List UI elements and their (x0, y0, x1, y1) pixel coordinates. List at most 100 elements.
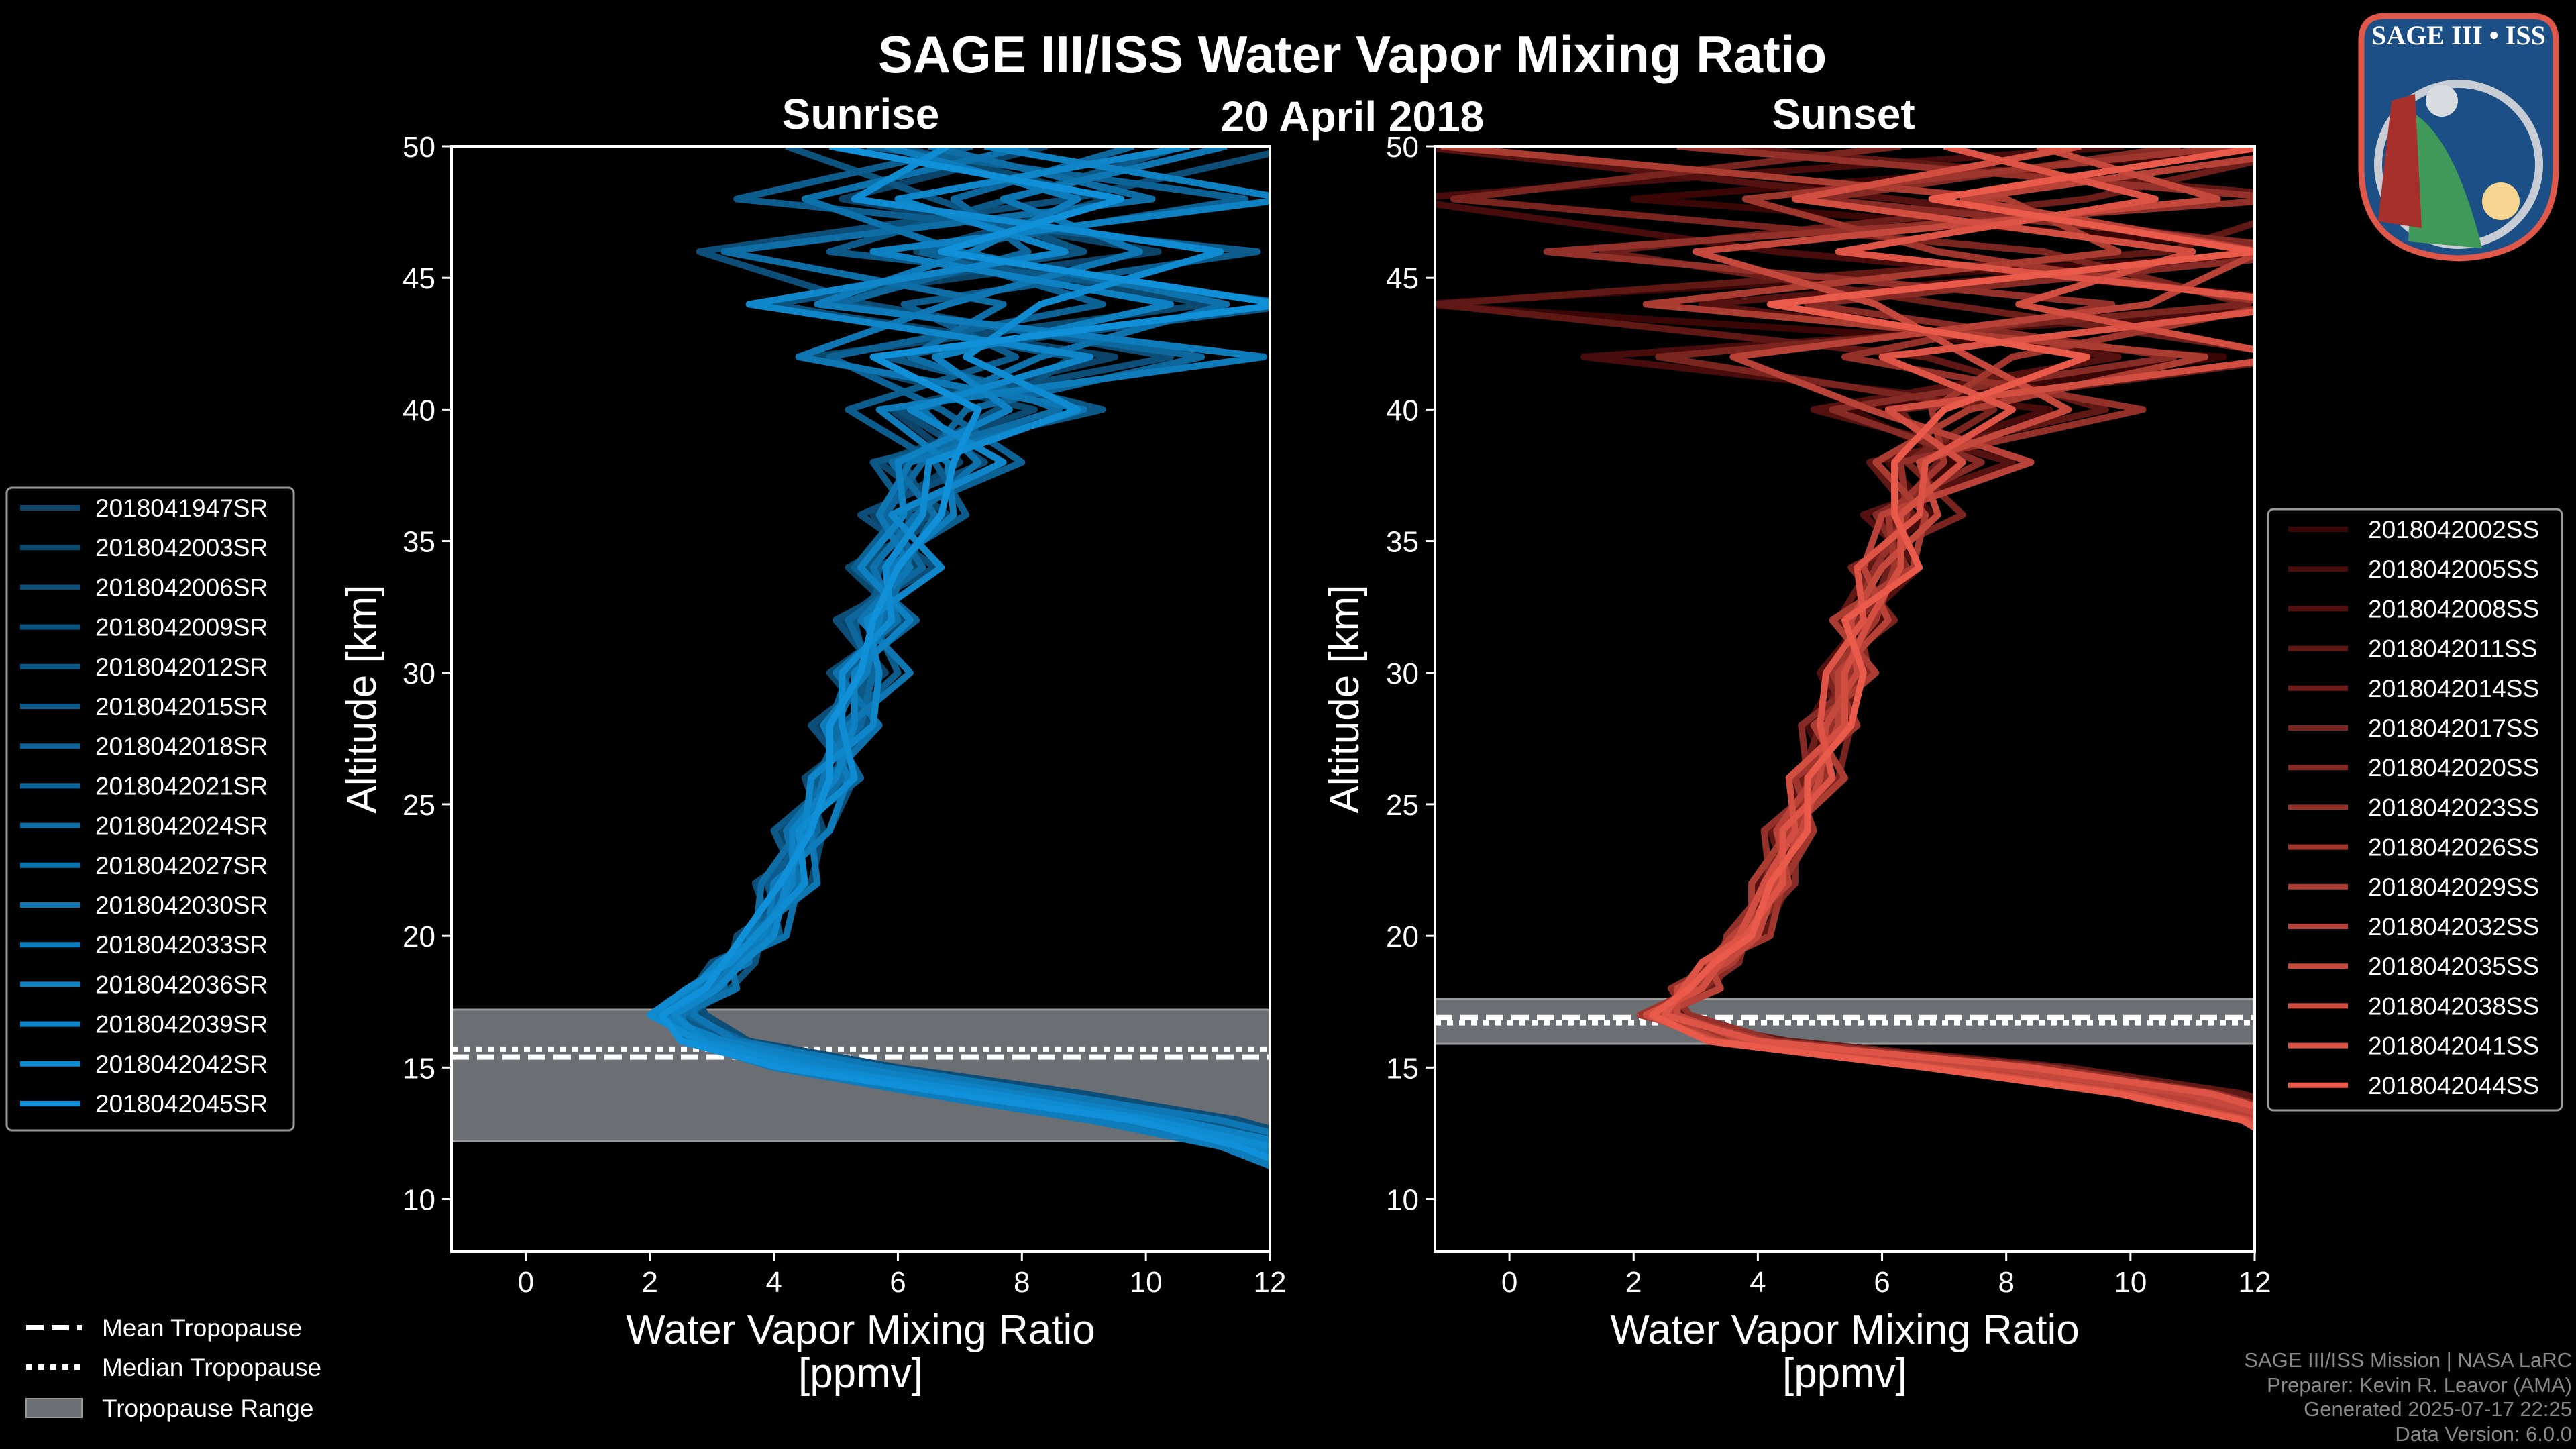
legend-label-2018042009SR: 2018042009SR (95, 614, 268, 641)
sage-iii-iss-mission-logo: SAGE III • ISS (2358, 13, 2559, 262)
y-tick-label: 25 (402, 789, 435, 822)
y-tick-label: 45 (402, 262, 435, 295)
legend-label-2018042018SR: 2018042018SR (95, 733, 268, 760)
legend-label-2018042015SR: 2018042015SR (95, 693, 268, 720)
y-tick-label: 30 (402, 657, 435, 690)
y-tick-label: 50 (402, 131, 435, 164)
x-tick-label: 8 (1014, 1266, 1030, 1299)
sunset-plot: 0 2 4 6 8 10 12 10 15 20 25 30 35 40 45 50 (1386, 131, 2271, 1299)
legend-label-2018042032SS: 2018042032SS (2368, 913, 2539, 941)
median-tropopause-label: Median Tropopause (102, 1354, 321, 1381)
figure-title: SAGE III/ISS Water Vapor Mixing Ratio (878, 25, 1827, 84)
x-tick-label: 0 (1501, 1266, 1517, 1299)
figure-date: 20 April 2018 (1221, 93, 1485, 141)
x-tick-label: 12 (1254, 1266, 1287, 1299)
x-tick-label: 6 (1874, 1266, 1890, 1299)
legend-label-2018042045SR: 2018042045SR (95, 1090, 268, 1118)
y-tick-label: 10 (1386, 1184, 1419, 1217)
x-tick-label: 6 (890, 1266, 906, 1299)
sunrise-x-axis-label: Water Vapor Mixing Ratio (626, 1307, 1095, 1353)
y-tick-label: 40 (1386, 394, 1419, 427)
sunset-x-axis-label: Water Vapor Mixing Ratio (1610, 1307, 2079, 1353)
y-tick-label: 35 (402, 526, 435, 559)
legend-label-2018042021SR: 2018042021SR (95, 772, 268, 800)
legend-label-2018042041SS: 2018042041SS (2368, 1032, 2539, 1060)
legend-label-2018042038SS: 2018042038SS (2368, 992, 2539, 1020)
sunset-axes-frame (1434, 145, 2256, 1253)
y-tick-label: 50 (1386, 131, 1419, 164)
series-line-2018042035SS (1674, 146, 2255, 1116)
y-tick-label: 15 (402, 1052, 435, 1085)
footer-credits: SAGE III/ISS Mission | NASA LaRC Prepare… (2244, 1348, 2572, 1446)
logo-title: SAGE III • ISS (2371, 20, 2546, 50)
series-line-2018042030SR (690, 146, 1270, 1136)
footer-generated: Generated 2025-07-17 22:25 (2304, 1397, 2572, 1421)
legend-label-2018042036SR: 2018042036SR (95, 971, 268, 998)
footer-preparer: Preparer: Kevin R. Leavor (AMA) (2267, 1373, 2572, 1397)
legend-label-2018042014SS: 2018042014SS (2368, 675, 2539, 702)
x-tick-label: 10 (1130, 1266, 1163, 1299)
x-tick-label: 0 (518, 1266, 534, 1299)
y-tick-label: 35 (1386, 526, 1419, 559)
legend-label-2018042008SS: 2018042008SS (2368, 595, 2539, 623)
y-tick-label: 15 (1386, 1052, 1419, 1085)
footer-mission: SAGE III/ISS Mission | NASA LaRC (2244, 1348, 2572, 1372)
sunset-panel-title: Sunset (1772, 90, 1915, 138)
mean-tropopause-label: Mean Tropopause (102, 1314, 302, 1342)
legend-label-2018042024SR: 2018042024SR (95, 812, 268, 840)
legend-label-2018042029SS: 2018042029SS (2368, 873, 2539, 901)
x-tick-label: 2 (642, 1266, 658, 1299)
legend-label-2018042033SR: 2018042033SR (95, 931, 268, 959)
sunset-x-axis-unit: [ppmv] (1782, 1350, 1907, 1397)
legend-label-2018042006SR: 2018042006SR (95, 574, 268, 601)
tropopause-range-swatch (25, 1398, 83, 1418)
legend-label-2018042026SS: 2018042026SS (2368, 834, 2539, 861)
series-line-2018042041SS (1661, 146, 2255, 1110)
series-line-2018042042SR (646, 146, 1270, 1150)
x-tick-label: 8 (1998, 1266, 2014, 1299)
legend-label-2018042027SR: 2018042027SR (95, 852, 268, 879)
sunrise-axes-frame (450, 145, 1271, 1253)
sunset-plot-area (1435, 146, 2255, 1132)
x-tick-label: 2 (1625, 1266, 1642, 1299)
legend-label-2018042012SR: 2018042012SR (95, 653, 268, 681)
sunrise-x-axis-unit: [ppmv] (798, 1350, 923, 1397)
sunrise-panel-title: Sunrise (782, 90, 940, 138)
series-line-2018042044SS (1649, 146, 2255, 1132)
y-tick-label: 10 (402, 1184, 435, 1217)
x-tick-label: 10 (2114, 1266, 2147, 1299)
legend-label-2018042030SR: 2018042030SR (95, 892, 268, 919)
y-tick-label: 20 (402, 920, 435, 953)
x-tick-label: 12 (2239, 1266, 2271, 1299)
legend-label-2018041947SR: 2018041947SR (95, 494, 268, 522)
legend-label-2018042003SR: 2018042003SR (95, 534, 268, 561)
legend-label-2018042011SS: 2018042011SS (2368, 635, 2537, 663)
x-tick-label: 4 (765, 1266, 782, 1299)
legend-label-2018042039SR: 2018042039SR (95, 1011, 268, 1038)
series-line-2018042036SR (653, 146, 1270, 1144)
sunrise-plot: 0 2 4 6 8 10 12 10 15 20 25 30 35 40 45 50 (402, 131, 1287, 1299)
y-tick-label: 30 (1386, 657, 1419, 690)
legend-label-2018042044SS: 2018042044SS (2368, 1072, 2539, 1099)
legend-label-2018042023SS: 2018042023SS (2368, 794, 2539, 821)
sunrise-y-axis-label: Altitude [km] (339, 584, 385, 813)
legend-label-2018042002SS: 2018042002SS (2368, 516, 2539, 543)
tropopause-range-label: Tropopause Range (102, 1395, 313, 1422)
sunset-legend: 2018042002SS 2018042005SS 2018042008SS 2018… (2267, 508, 2563, 1112)
y-tick-label: 20 (1386, 920, 1419, 953)
footer-data-version: Data Version: 6.0.0 (2395, 1422, 2572, 1446)
sunrise-plot-area (451, 146, 1270, 1171)
series-line-2018042045SR (659, 146, 1270, 1163)
y-tick-label: 45 (1386, 262, 1419, 295)
x-tick-label: 4 (1750, 1266, 1766, 1299)
y-tick-label: 40 (402, 394, 435, 427)
legend-label-2018042005SS: 2018042005SS (2368, 555, 2539, 583)
legend-label-2018042020SS: 2018042020SS (2368, 754, 2539, 782)
tropopause-legend: Mean Tropopause Median Tropopause Tropop… (25, 1314, 321, 1422)
legend-label-2018042035SS: 2018042035SS (2368, 953, 2539, 980)
sunrise-legend: 2018041947SR 2018042003SR 2018042006SR 2018… (5, 486, 295, 1132)
y-tick-label: 25 (1386, 789, 1419, 822)
sunset-y-axis-label: Altitude [km] (1322, 584, 1368, 813)
legend-label-2018042042SR: 2018042042SR (95, 1051, 268, 1078)
